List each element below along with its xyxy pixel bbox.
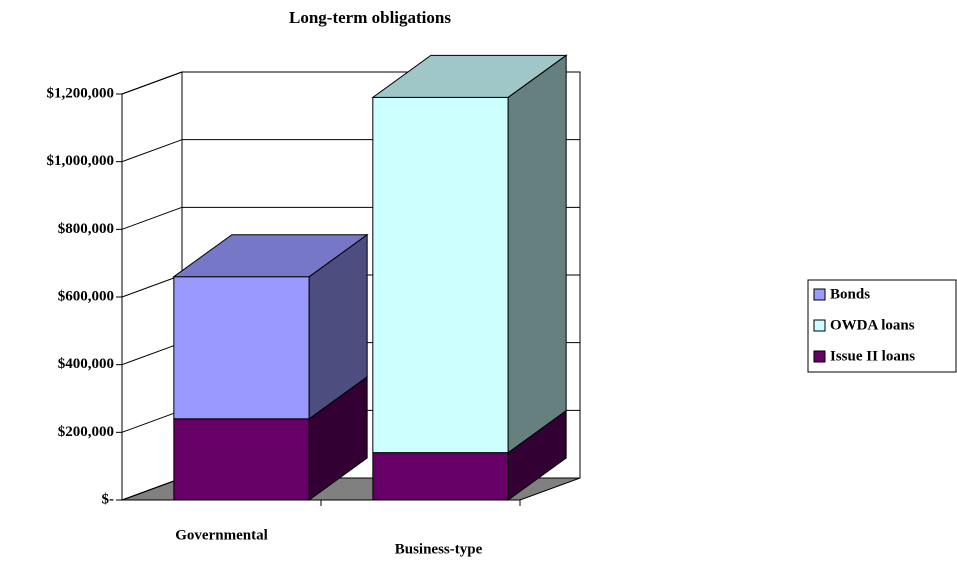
- grid-line: [121, 139, 183, 163]
- bar: [173, 276, 310, 420]
- bar-side: [507, 54, 567, 454]
- x-tick-label: Business-type: [395, 541, 483, 557]
- y-tick-label: $-: [102, 491, 115, 507]
- legend-swatch: [813, 288, 826, 301]
- bar: [372, 96, 509, 454]
- legend-box: [807, 279, 957, 373]
- grid-line: [121, 274, 183, 298]
- y-tick-label: $400,000: [58, 356, 114, 372]
- grid-line: [121, 477, 183, 501]
- grid-line: [121, 342, 183, 366]
- y-tick-label: $1,000,000: [47, 153, 115, 169]
- bar-top: [172, 234, 369, 278]
- y-tick-label: $600,000: [58, 288, 114, 304]
- grid-line: [121, 206, 183, 230]
- legend-swatch: [813, 350, 826, 363]
- grid-line: [121, 71, 183, 95]
- y-tick-label: $200,000: [58, 424, 114, 440]
- bar: [173, 418, 310, 501]
- legend-swatch: [813, 319, 826, 332]
- legend-label: Bonds: [830, 286, 870, 302]
- y-tick-label: $800,000: [58, 221, 114, 237]
- chart-title: Long-term obligations: [289, 8, 451, 27]
- bar-side: [507, 54, 567, 98]
- legend-label: Issue II loans: [830, 348, 915, 364]
- grid-line: [121, 409, 183, 433]
- x-tick-label: Governmental: [175, 527, 267, 543]
- legend-label: OWDA loans: [830, 317, 915, 333]
- y-tick-label: $1,200,000: [47, 85, 115, 101]
- bar: [372, 452, 509, 501]
